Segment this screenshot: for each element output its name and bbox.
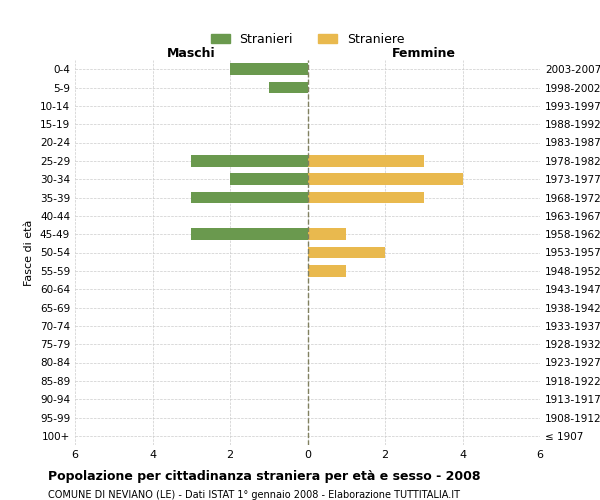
Text: Popolazione per cittadinanza straniera per età e sesso - 2008: Popolazione per cittadinanza straniera p… [48,470,481,483]
Bar [269,82,308,94]
Y-axis label: Fasce di età: Fasce di età [25,220,34,286]
Bar [191,228,308,240]
Text: COMUNE DI NEVIANO (LE) - Dati ISTAT 1° gennaio 2008 - Elaborazione TUTTITALIA.IT: COMUNE DI NEVIANO (LE) - Dati ISTAT 1° g… [48,490,460,500]
Bar [191,192,308,203]
Bar [308,155,424,167]
Bar [308,246,385,258]
Bar [308,192,424,203]
Bar [308,228,346,240]
Bar [308,265,346,277]
Bar [230,173,308,185]
Legend: Stranieri, Straniere: Stranieri, Straniere [206,28,409,50]
Text: Femmine: Femmine [392,47,456,60]
Bar [230,63,308,75]
Bar [308,173,463,185]
Bar [191,155,308,167]
Text: Maschi: Maschi [167,47,215,60]
